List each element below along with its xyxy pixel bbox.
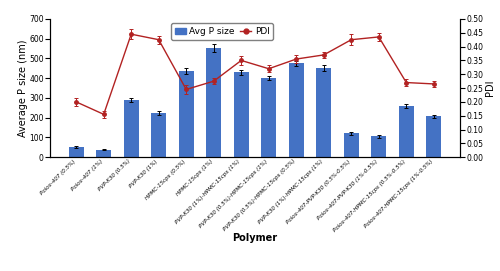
- Bar: [206, 48, 222, 157]
- Bar: [96, 150, 112, 157]
- Y-axis label: PDI: PDI: [484, 80, 494, 96]
- X-axis label: Polymer: Polymer: [232, 233, 278, 243]
- Bar: [371, 137, 386, 157]
- Bar: [68, 147, 84, 157]
- Bar: [288, 63, 304, 157]
- Y-axis label: Average P size (nm): Average P size (nm): [18, 39, 28, 137]
- Bar: [124, 100, 139, 157]
- Bar: [178, 71, 194, 157]
- Bar: [261, 78, 276, 157]
- Bar: [234, 72, 249, 157]
- Bar: [151, 113, 166, 157]
- Legend: Avg P size, PDI: Avg P size, PDI: [171, 24, 273, 40]
- Bar: [316, 68, 332, 157]
- Bar: [344, 134, 359, 157]
- Bar: [426, 116, 442, 157]
- Bar: [398, 106, 414, 157]
